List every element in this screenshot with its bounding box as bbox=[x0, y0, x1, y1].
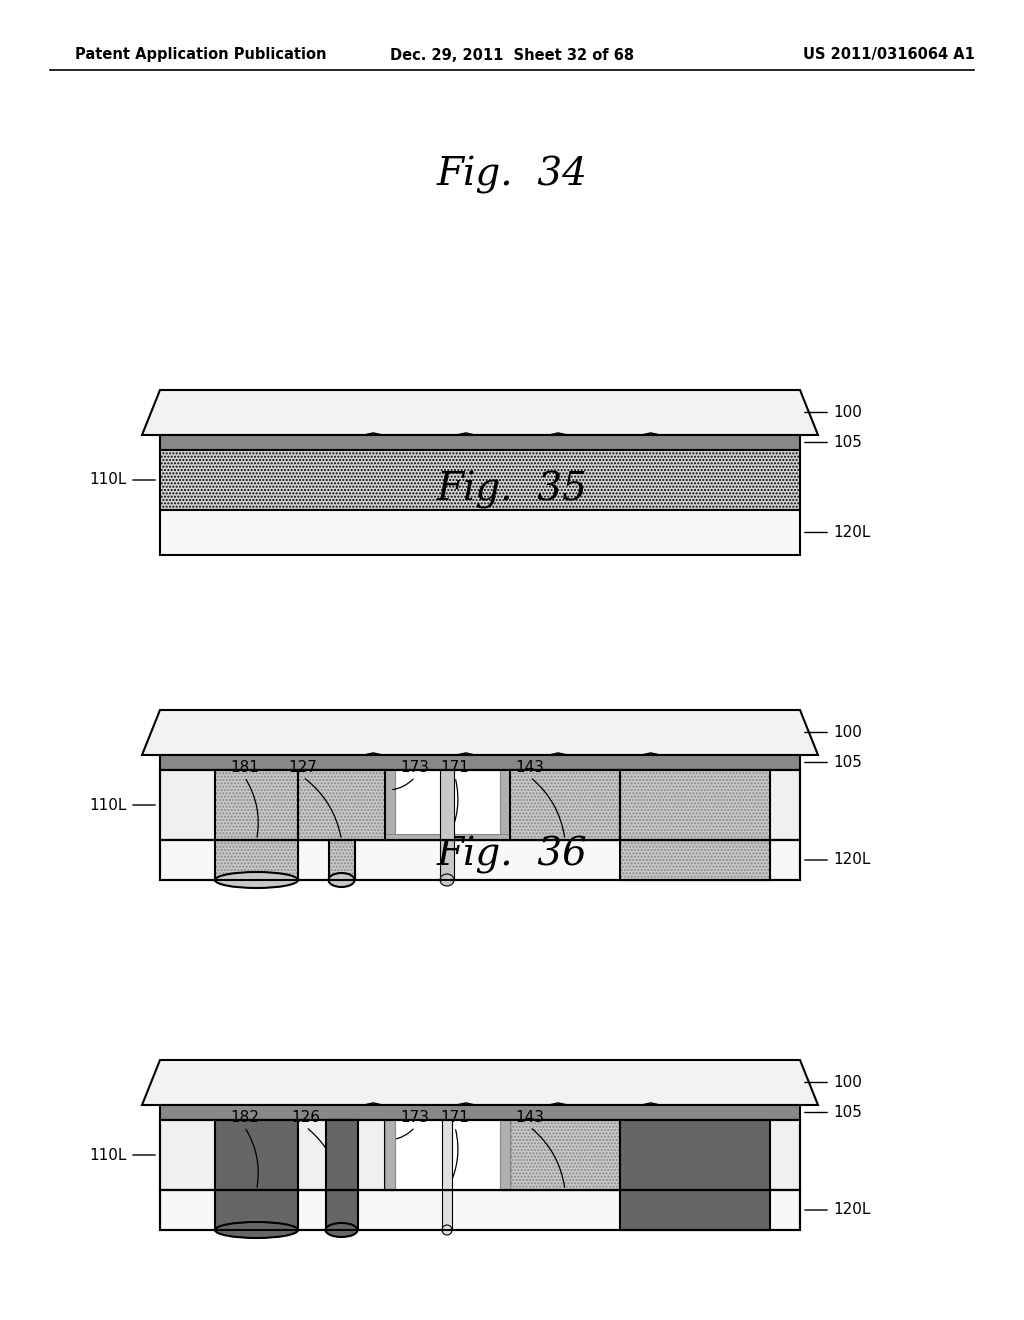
Text: 173: 173 bbox=[400, 1110, 429, 1125]
Ellipse shape bbox=[215, 873, 298, 888]
Bar bbox=[160, 1105, 800, 1119]
Bar bbox=[160, 436, 800, 450]
Text: 120L: 120L bbox=[833, 525, 870, 540]
Bar bbox=[215, 770, 298, 840]
Bar bbox=[385, 834, 510, 840]
Bar bbox=[160, 510, 800, 554]
Bar bbox=[215, 770, 298, 840]
Bar bbox=[385, 1119, 395, 1191]
Bar bbox=[326, 1119, 357, 1191]
Text: 171: 171 bbox=[440, 1110, 469, 1125]
Text: Dec. 29, 2011  Sheet 32 of 68: Dec. 29, 2011 Sheet 32 of 68 bbox=[390, 48, 634, 62]
Ellipse shape bbox=[442, 1225, 452, 1236]
Ellipse shape bbox=[440, 874, 454, 886]
Text: 110L: 110L bbox=[90, 473, 127, 487]
Bar bbox=[329, 840, 354, 880]
Text: 105: 105 bbox=[833, 436, 862, 450]
Bar bbox=[298, 770, 385, 840]
Bar bbox=[298, 770, 385, 840]
Bar bbox=[215, 1191, 298, 1230]
Bar bbox=[160, 840, 800, 880]
Text: Fig.  34: Fig. 34 bbox=[436, 156, 588, 194]
Bar bbox=[160, 770, 800, 840]
Bar bbox=[160, 1191, 800, 1230]
Bar bbox=[620, 770, 770, 840]
Ellipse shape bbox=[215, 1222, 298, 1238]
Text: 100: 100 bbox=[833, 1074, 862, 1090]
Text: 126: 126 bbox=[292, 1110, 321, 1125]
Polygon shape bbox=[142, 1060, 818, 1105]
Bar bbox=[442, 1191, 452, 1230]
Text: 105: 105 bbox=[833, 755, 862, 770]
Bar bbox=[500, 1119, 510, 1191]
Bar bbox=[500, 770, 510, 840]
Text: 105: 105 bbox=[833, 1105, 862, 1119]
Polygon shape bbox=[142, 710, 818, 755]
Ellipse shape bbox=[329, 873, 354, 887]
Bar bbox=[215, 1119, 298, 1191]
Text: 181: 181 bbox=[230, 760, 259, 775]
Text: Fig.  35: Fig. 35 bbox=[436, 471, 588, 510]
Text: 127: 127 bbox=[289, 760, 317, 775]
Bar bbox=[329, 840, 354, 880]
Bar bbox=[160, 450, 800, 510]
Bar bbox=[160, 1119, 800, 1191]
Bar bbox=[326, 1191, 357, 1230]
Bar bbox=[620, 770, 770, 840]
Bar bbox=[215, 840, 298, 880]
Bar bbox=[298, 1119, 385, 1191]
Bar bbox=[620, 840, 770, 880]
Bar bbox=[215, 840, 298, 880]
Bar bbox=[620, 1191, 770, 1230]
Bar bbox=[440, 840, 454, 880]
Bar bbox=[510, 770, 620, 840]
Bar bbox=[385, 770, 395, 840]
Bar bbox=[385, 770, 510, 840]
Text: 171: 171 bbox=[440, 760, 469, 775]
Text: 100: 100 bbox=[833, 405, 862, 420]
Text: Fig.  36: Fig. 36 bbox=[436, 836, 588, 874]
Bar bbox=[510, 1119, 620, 1191]
Text: 120L: 120L bbox=[833, 1203, 870, 1217]
Bar bbox=[442, 1119, 452, 1191]
Bar bbox=[160, 770, 800, 840]
Text: 110L: 110L bbox=[90, 797, 127, 813]
Bar bbox=[385, 1119, 510, 1191]
Bar bbox=[160, 755, 800, 770]
Ellipse shape bbox=[326, 1224, 357, 1237]
Text: 100: 100 bbox=[833, 725, 862, 741]
Bar bbox=[160, 1119, 800, 1191]
Text: 120L: 120L bbox=[833, 853, 870, 867]
Text: 173: 173 bbox=[400, 760, 429, 775]
Text: Patent Application Publication: Patent Application Publication bbox=[75, 48, 327, 62]
Text: 143: 143 bbox=[515, 760, 545, 775]
Text: 110L: 110L bbox=[90, 1147, 127, 1163]
Polygon shape bbox=[142, 389, 818, 436]
Bar bbox=[510, 1119, 620, 1191]
Bar bbox=[160, 1191, 800, 1230]
Text: US 2011/0316064 A1: US 2011/0316064 A1 bbox=[803, 48, 975, 62]
Bar bbox=[510, 770, 620, 840]
Text: 143: 143 bbox=[515, 1110, 545, 1125]
Bar bbox=[440, 770, 454, 840]
Text: 182: 182 bbox=[230, 1110, 259, 1125]
Bar bbox=[620, 1119, 770, 1191]
Bar bbox=[620, 840, 770, 880]
Bar bbox=[160, 840, 800, 880]
